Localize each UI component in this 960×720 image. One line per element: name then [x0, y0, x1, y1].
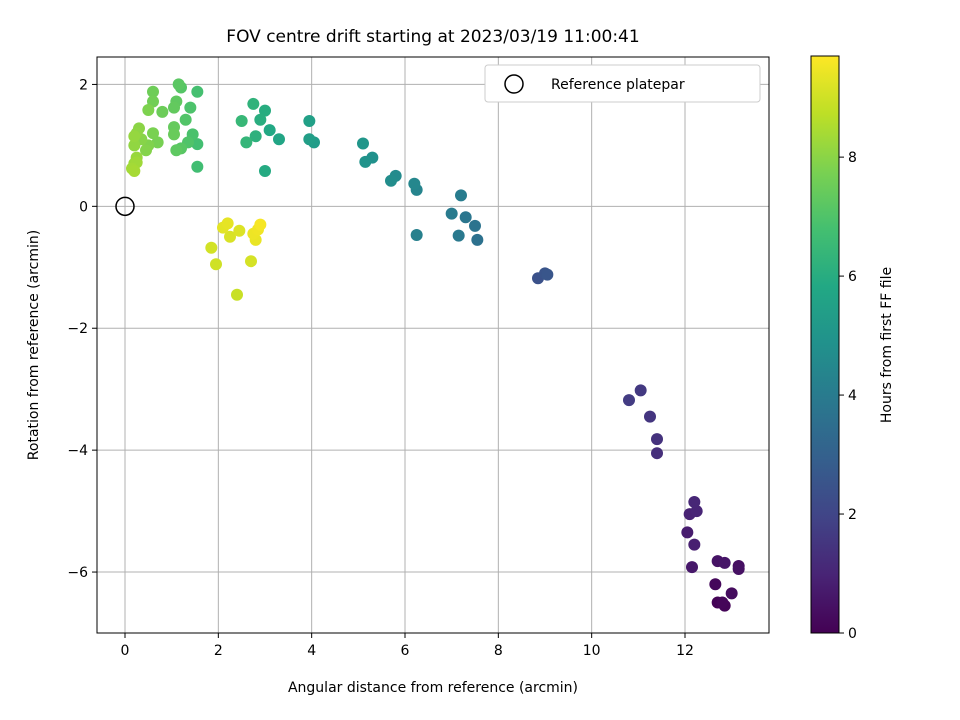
legend-box	[484, 64, 761, 103]
data-point	[224, 230, 236, 243]
data-point	[725, 587, 738, 600]
y-tick-label: −2	[67, 321, 88, 337]
data-point	[231, 288, 243, 301]
colorbar-tick-label: 4	[848, 388, 857, 404]
data-point	[259, 104, 271, 117]
data-point	[254, 113, 267, 126]
colorbar-gradient	[810, 55, 840, 634]
data-point	[240, 136, 253, 149]
data-point	[688, 538, 701, 551]
y-axis-label: Rotation from reference (arcmin)	[26, 230, 42, 460]
data-point	[247, 97, 260, 110]
data-point	[221, 217, 234, 230]
data-point	[357, 137, 369, 150]
data-point	[651, 447, 663, 460]
data-point	[385, 174, 397, 187]
data-point	[210, 258, 222, 271]
data-point	[142, 104, 155, 117]
data-point	[128, 164, 141, 177]
data-point	[644, 410, 656, 423]
data-point	[471, 233, 484, 246]
data-point	[179, 113, 192, 126]
legend-label: Reference platepar	[551, 77, 685, 93]
data-point	[263, 124, 276, 137]
data-point	[259, 164, 271, 177]
data-point	[184, 101, 197, 114]
data-point	[191, 160, 204, 173]
grid	[97, 57, 769, 633]
x-axis-label: Angular distance from reference (arcmin)	[288, 680, 578, 696]
data-point	[651, 433, 663, 446]
legend-marker-icon	[504, 74, 524, 94]
colorbar: 0 2 4 6 8 Hours from first FF file	[810, 55, 895, 642]
colorbar-label: Hours from first FF file	[879, 267, 895, 423]
data-point	[732, 563, 745, 575]
data-point	[273, 133, 285, 146]
y-tick-label: −6	[67, 565, 88, 581]
data-point	[156, 105, 169, 118]
data-point	[168, 128, 180, 141]
data-point	[690, 505, 703, 518]
data-point	[147, 127, 159, 140]
data-point	[718, 556, 731, 569]
data-point	[191, 138, 204, 151]
data-point	[147, 85, 159, 98]
y-tick-label: 2	[79, 77, 88, 93]
data-point	[623, 394, 635, 407]
data-point	[303, 115, 316, 127]
data-point	[172, 78, 185, 91]
data-point	[245, 255, 257, 268]
colorbar-ticks: 0 2 4 6 8	[839, 150, 857, 642]
data-point	[634, 384, 647, 397]
x-tick-label: 2	[214, 643, 223, 659]
data-point	[408, 177, 421, 190]
data-point	[128, 139, 141, 152]
data-point	[235, 115, 248, 127]
data-point	[541, 268, 554, 281]
data-point	[128, 130, 141, 143]
y-tick-label: −4	[67, 443, 88, 459]
data-point	[170, 144, 183, 157]
plot-frame	[96, 56, 770, 634]
colorbar-tick-label: 0	[848, 626, 857, 642]
data-point	[445, 207, 458, 220]
data-point	[452, 229, 465, 242]
data-point	[151, 136, 164, 149]
x-tick-label: 0	[121, 643, 130, 659]
x-tick-label: 4	[307, 643, 316, 659]
data-point	[455, 189, 467, 202]
data-point	[681, 526, 694, 539]
data-point	[469, 219, 481, 232]
x-tick-label: 8	[494, 643, 503, 659]
data-point	[191, 85, 204, 98]
data-point	[459, 211, 472, 224]
chart-title: FOV centre drift starting at 2023/03/19 …	[226, 27, 639, 47]
colorbar-tick-label: 2	[848, 507, 857, 523]
data-point	[716, 596, 729, 609]
legend: Reference platepar	[484, 64, 761, 103]
data-point	[686, 561, 698, 574]
data-point	[249, 130, 262, 143]
data-point	[254, 218, 267, 231]
y-tick-label: 0	[79, 199, 88, 215]
data-point	[205, 241, 218, 254]
x-tick-label: 10	[583, 643, 601, 659]
data-point	[303, 133, 316, 146]
data-point	[168, 101, 180, 114]
colorbar-tick-label: 8	[848, 150, 857, 166]
data-point	[359, 155, 372, 168]
x-tick-label: 6	[401, 643, 410, 659]
data-point	[410, 228, 423, 241]
data-points	[126, 78, 745, 612]
axis-ticks: 0 2 4 6 8 10 12 −6 −4 −2 0 2	[67, 77, 694, 659]
data-point	[233, 224, 246, 237]
data-point	[709, 578, 722, 591]
x-tick-label: 12	[676, 643, 694, 659]
colorbar-tick-label: 6	[848, 269, 857, 285]
data-point	[140, 144, 152, 157]
reference-platepar-marker	[115, 196, 135, 217]
data-point	[688, 495, 701, 508]
